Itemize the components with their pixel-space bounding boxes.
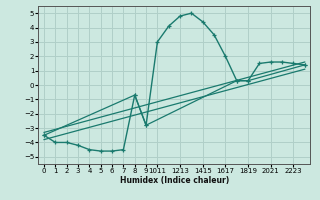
X-axis label: Humidex (Indice chaleur): Humidex (Indice chaleur) (120, 176, 229, 185)
